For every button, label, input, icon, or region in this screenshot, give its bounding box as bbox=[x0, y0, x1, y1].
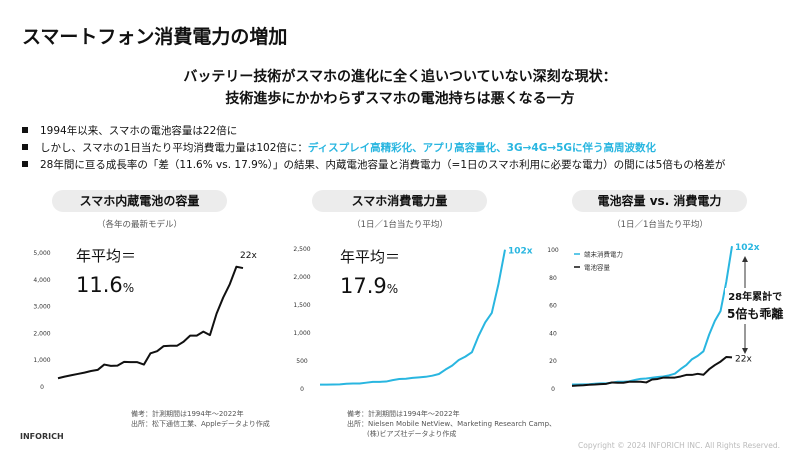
y-tick-label: 2,000 bbox=[33, 330, 50, 337]
y-tick-label: 0 bbox=[40, 384, 44, 391]
bullet-highlight: ディスプレイ高精彩化、アプリ高容量化、3G→4G→5Gに伴う高周波数化 bbox=[307, 142, 657, 154]
chart-subtitle: （1日／1台当たり平均） bbox=[612, 220, 708, 230]
y-tick-label: 1,500 bbox=[293, 302, 310, 309]
bullet-text: しかし、スマホの1日当たり平均消費電力量は102倍に： bbox=[40, 142, 308, 154]
y-tick-label: 5,000 bbox=[33, 250, 50, 257]
end-label: 102x bbox=[735, 243, 760, 253]
y-tick-label: 20 bbox=[549, 358, 557, 365]
end-label: 22x bbox=[735, 354, 752, 364]
bullet-icon bbox=[22, 161, 28, 167]
y-tick-label: 80 bbox=[549, 275, 557, 282]
chart-title-consumption: スマホ消費電力量 bbox=[312, 190, 487, 212]
end-label: 22x bbox=[240, 251, 257, 261]
page-title: スマートフォン消費電力の増加 bbox=[22, 26, 288, 48]
y-tick-label: 2,000 bbox=[293, 274, 310, 281]
bullet-icon bbox=[22, 144, 28, 150]
y-tick-label: 0 bbox=[300, 386, 304, 393]
bullet-item: 1994年以来、スマホの電池容量は22倍に bbox=[22, 123, 237, 138]
y-tick-label: 1,000 bbox=[33, 357, 50, 364]
y-tick-label: 3,000 bbox=[33, 304, 50, 311]
annual-unit: % bbox=[122, 281, 135, 295]
y-tick-label: 100 bbox=[547, 247, 559, 254]
y-tick-label: 1,000 bbox=[293, 330, 310, 337]
annual-label: 年平均＝ bbox=[76, 247, 137, 265]
gap-annotation: 28年累計で 5倍も乖離 bbox=[725, 288, 786, 324]
legend-label: 電池容量 bbox=[584, 263, 611, 272]
chart-title-comparison: 電池容量 vs. 消費電力 bbox=[572, 190, 747, 212]
y-tick-label: 0 bbox=[551, 386, 555, 393]
bullet-icon bbox=[22, 127, 28, 133]
series-line bbox=[57, 265, 244, 380]
legend-label: 端末消費電力 bbox=[584, 250, 623, 259]
y-tick-label: 2,500 bbox=[293, 246, 310, 253]
annual-label: 年平均＝ bbox=[340, 248, 401, 266]
series-line bbox=[320, 249, 506, 386]
subtitle-line-2: 技術進歩にかかわらずスマホの電池持ちは悪くなる一方 bbox=[225, 91, 575, 107]
annual-unit: % bbox=[386, 282, 399, 296]
bullet-text: 1994年以来、スマホの電池容量は22倍に bbox=[40, 125, 238, 137]
y-tick-label: 60 bbox=[549, 303, 557, 310]
bullet-text: 28年間に亘る成長率の「差（11.6% vs. 17.9%）」の結果、内蔵電池容… bbox=[40, 159, 726, 171]
y-tick-label: 500 bbox=[296, 358, 308, 365]
chart-title-battery: スマホ内蔵電池の容量 bbox=[52, 190, 227, 212]
chart-subtitle: （各年の最新モデル） bbox=[96, 220, 182, 230]
y-tick-label: 4,000 bbox=[33, 277, 50, 284]
source-note: 備考：計測期間は1994年～2022年 出所：Nielsen Mobile Net… bbox=[347, 410, 557, 438]
bullet-item: しかし、スマホの1日当たり平均消費電力量は102倍に：ディスプレイ高精彩化、アプ… bbox=[22, 140, 656, 155]
annual-number: 11.6 bbox=[76, 273, 123, 297]
annual-number: 17.9 bbox=[340, 274, 387, 298]
bullet-item: 28年間に亘る成長率の「差（11.6% vs. 17.9%）」の結果、内蔵電池容… bbox=[22, 157, 725, 172]
copyright: Copyright © 2024 INFORICH INC. All Right… bbox=[578, 441, 780, 450]
annual-value: 17.9% bbox=[340, 274, 398, 298]
chart-subtitle: （1日／1台当たり平均） bbox=[352, 220, 448, 230]
y-tick-label: 40 bbox=[549, 330, 557, 337]
source-note: 備考：計測期間は1994年～2022年 出所：松下通信工業、Appleデータより作… bbox=[131, 410, 270, 428]
end-label: 102x bbox=[508, 247, 533, 257]
annual-value: 11.6% bbox=[76, 273, 134, 297]
subtitle-line-1: バッテリー技術がスマホの進化に全く追いついていない深刻な現状： bbox=[183, 69, 617, 85]
series-line bbox=[571, 356, 733, 387]
inforich-logo: INFORICH bbox=[20, 432, 64, 441]
